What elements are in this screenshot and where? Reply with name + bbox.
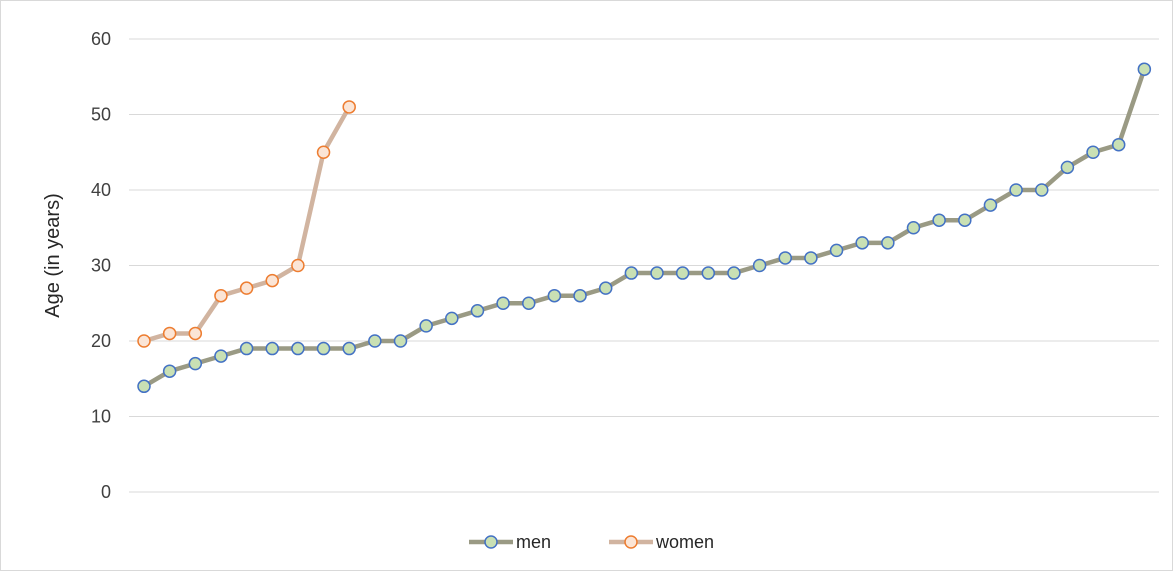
y-tick-label: 60: [91, 29, 111, 49]
data-point-men: [342, 341, 356, 356]
data-point-men: [752, 258, 767, 273]
y-axis-ticks: 0 10 20 30 40 50 60: [91, 29, 111, 502]
y-tick-label: 10: [91, 407, 111, 427]
data-point-men: [496, 296, 510, 310]
data-point-men: [162, 364, 177, 378]
data-point-men: [573, 288, 587, 303]
data-point-women: [265, 273, 279, 288]
data-point-men: [1086, 145, 1100, 159]
data-point-men: [624, 266, 639, 280]
data-point-women: [291, 258, 305, 273]
data-point-men: [650, 266, 664, 280]
y-axis-label: Age (in years): [42, 193, 64, 318]
legend-label: women: [655, 532, 714, 552]
data-point-women: [162, 326, 177, 341]
legend: men women: [469, 532, 714, 552]
data-point-men: [881, 236, 895, 250]
data-point-men: [778, 251, 792, 265]
data-point-men: [1060, 160, 1075, 175]
y-tick-label: 0: [101, 482, 111, 502]
data-point-women: [188, 326, 203, 341]
data-point-men: [137, 379, 151, 394]
data-point-men: [522, 296, 536, 310]
data-point-men: [675, 266, 690, 280]
data-point-men: [701, 266, 716, 280]
data-point-women: [239, 281, 254, 295]
y-tick-label: 40: [91, 180, 111, 200]
data-point-women: [137, 334, 151, 348]
data-point-men: [316, 341, 331, 356]
data-point-men: [598, 281, 613, 295]
data-point-men: [419, 319, 433, 333]
data-point-men: [214, 349, 228, 363]
data-point-men: [1137, 62, 1152, 76]
data-point-men: [470, 304, 485, 318]
legend-swatch-marker: [484, 535, 498, 549]
data-point-men: [829, 243, 844, 258]
data-point-men: [1111, 137, 1126, 152]
data-point-men: [855, 236, 869, 250]
data-point-men: [188, 356, 203, 371]
y-tick-label: 30: [91, 256, 111, 276]
series-men: [137, 62, 1152, 394]
gridlines: [129, 38, 1159, 493]
data-point-men: [958, 213, 972, 227]
data-point-men: [804, 251, 818, 265]
data-point-men: [368, 334, 382, 348]
data-point-men: [906, 221, 921, 235]
data-point-men: [547, 288, 562, 303]
data-point-men: [1035, 183, 1049, 197]
series-line-women: [143, 105, 352, 344]
series-line-men: [142, 68, 1147, 389]
data-point-women: [342, 100, 356, 114]
series-women: [137, 100, 356, 348]
legend-label: men: [516, 532, 551, 552]
y-tick-label: 20: [91, 331, 111, 351]
data-point-men: [983, 198, 998, 212]
data-point-men: [932, 213, 946, 227]
legend-item-men: men: [469, 532, 551, 552]
legend-item-women: women: [609, 532, 714, 552]
series-lines: [137, 62, 1152, 394]
data-point-men: [445, 311, 459, 326]
y-tick-label: 50: [91, 105, 111, 125]
data-point-men: [393, 334, 408, 348]
data-point-women: [316, 145, 331, 159]
data-point-men: [291, 341, 305, 356]
data-point-men: [239, 341, 254, 356]
data-point-women: [214, 288, 228, 303]
data-point-men: [1009, 183, 1023, 197]
legend-swatch-marker: [624, 535, 638, 549]
data-point-men: [727, 266, 741, 280]
data-point-men: [265, 341, 279, 356]
